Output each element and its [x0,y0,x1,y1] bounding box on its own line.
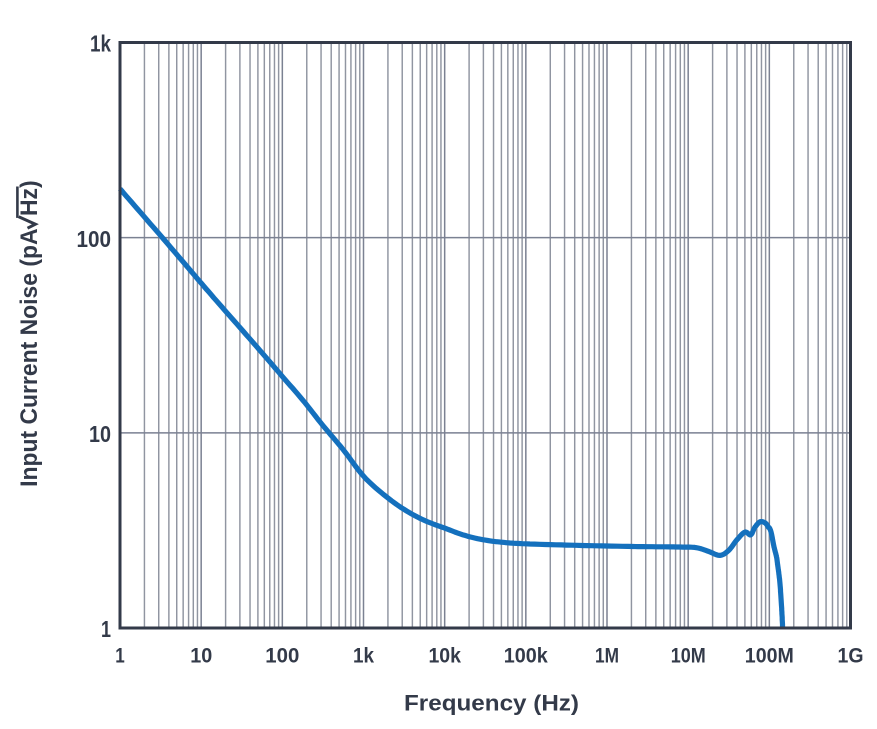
svg-text:1: 1 [101,616,111,642]
svg-text:10M: 10M [671,645,706,668]
svg-text:10: 10 [89,421,111,447]
svg-text:Hz): Hz) [16,180,43,216]
svg-text:1M: 1M [595,645,619,668]
svg-text:100: 100 [77,226,112,252]
svg-text:1k: 1k [90,31,111,57]
svg-text:100k: 100k [504,645,548,668]
svg-text:10k: 10k [428,645,461,668]
svg-text:10: 10 [190,645,212,668]
svg-text:1: 1 [115,645,125,668]
svg-text:Frequency (Hz): Frequency (Hz) [404,691,579,716]
svg-text:100M: 100M [745,645,794,668]
svg-text:Input Current Noise (pA: Input Current Noise (pA [16,229,43,487]
svg-text:100: 100 [265,645,299,668]
svg-text:1k: 1k [353,645,374,668]
svg-text:1G: 1G [838,645,864,668]
